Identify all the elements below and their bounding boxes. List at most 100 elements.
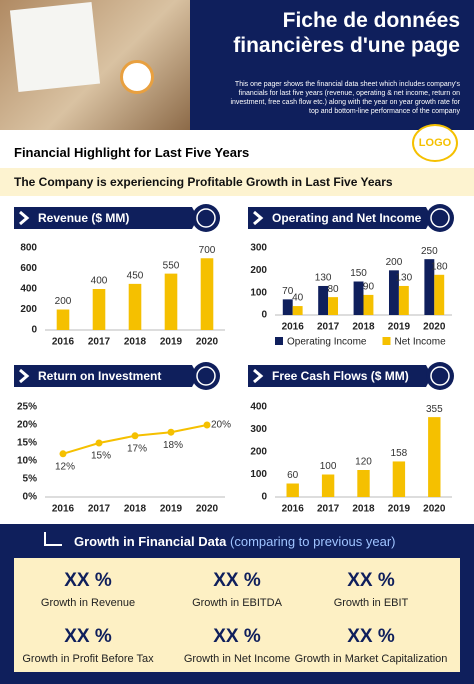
value-label: 355	[426, 404, 443, 415]
growth-box	[14, 558, 460, 672]
x-tick-label: 2020	[423, 322, 446, 333]
value-label: 40	[292, 293, 304, 304]
bar	[428, 417, 441, 497]
bar	[56, 309, 70, 330]
bar	[286, 483, 299, 497]
section-title: Financial Highlight for Last Five Years	[14, 145, 250, 160]
chart-header	[248, 207, 432, 229]
bar	[353, 281, 364, 315]
growth-subtitle: (comparing to previous year)	[230, 534, 396, 549]
header-panel	[190, 0, 474, 130]
growth-heading: Growth in Financial Data (comparing to p…	[74, 534, 396, 549]
header-photo	[0, 0, 190, 130]
chart-title: Free Cash Flows ($ MM)	[272, 369, 409, 383]
bar	[200, 258, 214, 330]
growth-title: Growth in Financial Data	[74, 534, 227, 549]
value-label: 158	[391, 448, 408, 459]
bar	[434, 274, 445, 315]
header-chevron	[19, 210, 30, 226]
marker	[167, 428, 175, 436]
growth-label: Growth in Market Capitalization	[294, 653, 448, 665]
banner	[0, 168, 474, 196]
value-label: 80	[327, 284, 339, 295]
chart-icon	[426, 204, 454, 232]
bar	[388, 270, 399, 315]
y-tick-label: 200	[20, 304, 37, 315]
bar	[128, 283, 142, 330]
value-label: 250	[421, 246, 438, 257]
y-tick-label: 25%	[17, 402, 37, 413]
growth-value: XX %	[213, 626, 261, 647]
bar	[392, 461, 406, 497]
value-label: 550	[163, 260, 180, 271]
y-tick-label: 600	[20, 263, 37, 274]
x-tick-label: 2017	[317, 322, 340, 333]
bar	[363, 294, 374, 315]
chart-icon-ring	[430, 208, 450, 228]
marker	[203, 421, 211, 429]
y-tick-label: 0	[31, 325, 37, 336]
banner-text: The Company is experiencing Profitable G…	[14, 175, 393, 189]
growth-value: XX %	[347, 626, 395, 647]
y-tick-label: 800	[20, 243, 37, 254]
y-tick-label: 20%	[17, 420, 37, 431]
chart-title: Return on Investment	[38, 369, 161, 383]
x-tick-label: 2019	[388, 504, 411, 515]
x-tick-label: 2017	[317, 504, 340, 515]
value-label: 200	[386, 257, 403, 268]
chart-header	[248, 365, 432, 387]
growth-label: Growth in Profit Before Tax	[22, 653, 154, 665]
bar	[164, 273, 178, 330]
legend-label: Operating Income	[287, 337, 367, 348]
x-tick-label: 2020	[423, 504, 446, 515]
value-label: 180	[431, 261, 448, 272]
legend-swatch	[275, 337, 283, 345]
y-tick-label: 0	[261, 310, 267, 321]
value-label: 17%	[127, 443, 147, 454]
y-tick-label: 100	[250, 469, 267, 480]
growth-value: XX %	[64, 570, 112, 591]
x-tick-label: 2018	[124, 504, 147, 515]
legend-label: Net Income	[395, 337, 447, 348]
marker	[95, 439, 103, 447]
bar	[282, 299, 293, 315]
value-label: 60	[287, 470, 299, 481]
value-label: 90	[363, 282, 375, 293]
chart-icon	[426, 362, 454, 390]
bar	[424, 259, 435, 315]
chart-header	[14, 365, 198, 387]
bar	[328, 297, 339, 315]
value-label: 20%	[211, 420, 231, 431]
x-tick-label: 2018	[124, 337, 147, 348]
value-label: 100	[320, 461, 337, 472]
bar	[357, 470, 370, 497]
y-tick-label: 300	[250, 424, 267, 435]
value-label: 18%	[163, 440, 183, 451]
chart-icon-ring	[430, 366, 450, 386]
value-label: 700	[199, 245, 216, 256]
growth-label: Growth in EBITDA	[192, 597, 282, 609]
growth-value: XX %	[213, 570, 261, 591]
x-tick-label: 2018	[352, 322, 375, 333]
growth-label: Growth in Net Income	[183, 653, 291, 665]
bar	[318, 285, 329, 315]
y-tick-label: 200	[250, 447, 267, 458]
header-chevron	[19, 368, 30, 384]
chart-icon	[192, 204, 220, 232]
value-label: 200	[55, 296, 72, 307]
marker	[131, 432, 139, 440]
growth-icon	[44, 532, 62, 546]
x-tick-label: 2018	[352, 504, 375, 515]
y-tick-label: 15%	[17, 438, 37, 449]
value-label: 150	[350, 268, 367, 279]
growth-label: Growth in EBIT	[333, 597, 409, 609]
x-tick-label: 2016	[282, 322, 305, 333]
chart-header	[14, 207, 198, 229]
chart-icon-ring	[196, 208, 216, 228]
value-label: 450	[127, 271, 144, 282]
logo: LOGO	[412, 124, 458, 162]
value-label: 12%	[55, 461, 75, 472]
y-tick-label: 5%	[23, 474, 38, 485]
growth-label: Growth in Revenue	[40, 597, 136, 609]
